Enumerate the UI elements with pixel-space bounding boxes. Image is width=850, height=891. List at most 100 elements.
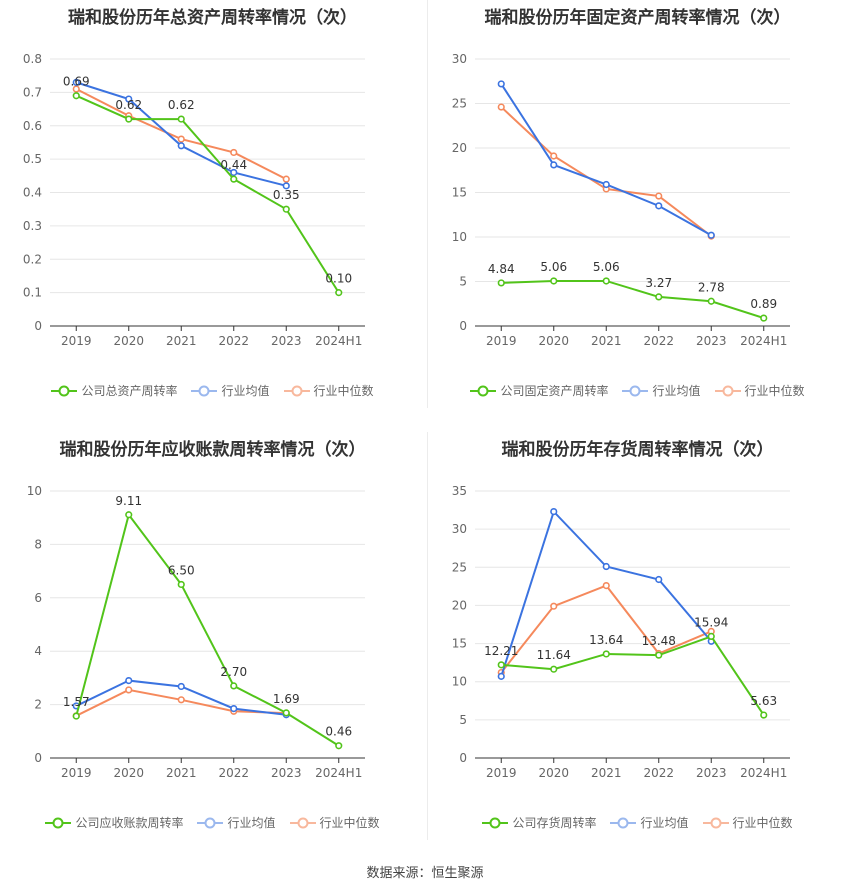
y-tick-label: 0: [34, 319, 42, 333]
legend-label: 行业均值: [652, 384, 701, 398]
data-point-company: [230, 682, 238, 690]
data-point-company: [760, 314, 768, 322]
y-tick-label: 10: [452, 230, 467, 244]
data-point-company: [707, 632, 715, 641]
legend-label: 行业中位数: [744, 384, 805, 398]
chart-panel-inventory: 瑞和股份历年存货周转率情况（次） 0 5 10 15 20 25 30 35 2019 2020 2…: [425, 432, 850, 862]
data-label: 12.21: [484, 644, 518, 658]
data-point-mean: [282, 182, 290, 190]
x-tick-label: 2021: [591, 334, 622, 348]
data-label: 0.62: [168, 98, 195, 112]
data-point-company: [655, 293, 663, 301]
data-point-mean: [550, 507, 558, 516]
legend-item-mean[interactable]: 行业均值: [197, 814, 276, 831]
data-label: 2.78: [698, 280, 725, 294]
data-point-company: [335, 742, 343, 750]
data-label: 9.11: [115, 494, 142, 508]
legend-label: 行业中位数: [313, 384, 374, 398]
chart-svg-total-assets: 0 0.1 0.2 0.3 0.4 0.5 0.6 0.7 0.8 2019 2020 2021 202…: [23, 52, 365, 348]
legend-item-median[interactable]: 行业中位数: [283, 382, 374, 399]
y-tick-label: 0.2: [23, 252, 42, 266]
y-tick-label: 0.3: [23, 219, 42, 233]
data-point-median: [125, 686, 133, 694]
x-tick-label: 2020: [538, 766, 569, 780]
data-point-mean: [655, 575, 663, 584]
data-label: 1.69: [273, 692, 300, 706]
data-label: 0.44: [220, 158, 247, 172]
x-tick-label: 2020: [538, 334, 569, 348]
y-tick-label: 0: [459, 751, 467, 765]
x-tick-label: 2023: [271, 766, 302, 780]
data-point-company: [282, 709, 290, 717]
legend-label: 公司存货周转率: [512, 816, 597, 830]
data-point-company: [707, 297, 715, 305]
data-point-mean: [602, 562, 610, 571]
data-point-mean: [230, 168, 238, 177]
x-tick-label: 2022: [218, 334, 249, 348]
y-tick-label: 0: [459, 319, 467, 333]
legend: 公司固定资产周转率 行业均值 行业中位数: [425, 382, 850, 399]
legend-item-mean[interactable]: 行业均值: [622, 382, 701, 399]
data-point-mean: [602, 180, 610, 189]
legend-item-median[interactable]: 行业中位数: [289, 814, 380, 831]
x-tick-label: 2024H1: [740, 334, 787, 348]
data-point-median: [602, 581, 610, 590]
legend-item-company[interactable]: 公司总资产周转率: [51, 382, 177, 399]
data-point-mean: [550, 161, 558, 169]
legend-item-company[interactable]: 公司固定资产周转率: [470, 382, 608, 399]
y-tick-label: 4: [34, 644, 42, 658]
y-tick-label: 0.4: [23, 186, 42, 200]
data-label: 4.84: [488, 262, 515, 276]
chart-title: 瑞和股份历年总资产周转率情况（次）: [68, 8, 357, 28]
data-point-median: [282, 175, 290, 183]
chart-svg-fixed-assets: 0 5 10 15 20 25 30 2019 2020 2021 2022 2023 2024H1 4.…: [452, 52, 790, 348]
legend-item-mean[interactable]: 行业均值: [191, 382, 270, 399]
y-tick-label: 15: [452, 637, 467, 651]
legend-item-mean[interactable]: 行业均值: [610, 814, 689, 831]
y-tick-label: 0.6: [23, 119, 42, 133]
panel-divider: [427, 432, 428, 840]
data-label: 0.69: [63, 75, 90, 89]
data-label: 3.27: [645, 276, 672, 290]
data-label: 6.50: [168, 563, 195, 577]
legend-item-company[interactable]: 公司应收账款周转率: [45, 814, 183, 831]
legend-label: 公司固定资产周转率: [500, 384, 609, 398]
data-point-company: [602, 650, 610, 658]
data-label: 0.89: [750, 297, 777, 311]
x-tick-label: 2021: [591, 766, 622, 780]
data-point-mean: [497, 672, 505, 680]
y-tick-label: 10: [452, 675, 467, 689]
data-label: 11.64: [537, 648, 571, 662]
data-label: 5.06: [593, 260, 620, 274]
x-tick-label: 2022: [218, 766, 249, 780]
data-point-company: [125, 511, 133, 519]
data-label: 13.48: [642, 634, 676, 648]
data-point-median: [177, 135, 185, 143]
y-tick-label: 6: [34, 591, 42, 605]
legend-label: 行业均值: [227, 816, 276, 830]
data-label: 15.94: [694, 615, 728, 629]
data-point-company: [125, 115, 133, 123]
series-line-company: [501, 279, 765, 320]
data-point-company: [655, 651, 663, 659]
data-point-company: [497, 661, 505, 669]
legend: 公司总资产周转率 行业均值 行业中位数: [0, 382, 425, 399]
legend-item-median[interactable]: 行业中位数: [714, 382, 805, 399]
data-point-median: [550, 152, 558, 160]
data-point-company: [230, 175, 238, 183]
data-source-note: 数据来源：恒生聚源: [366, 866, 484, 881]
data-point-mean: [72, 78, 80, 86]
data-point-company: [602, 277, 610, 285]
data-point-company: [282, 205, 290, 213]
data-point-company: [550, 277, 558, 285]
y-tick-label: 0.5: [23, 152, 42, 166]
legend-item-company[interactable]: 公司存货周转率: [482, 814, 596, 831]
data-point-company: [550, 665, 558, 673]
data-label: 0.10: [325, 272, 352, 286]
y-tick-label: 20: [452, 141, 467, 155]
y-tick-label: 0.7: [23, 85, 42, 99]
x-tick-label: 2022: [643, 766, 674, 780]
legend-item-median[interactable]: 行业中位数: [702, 814, 793, 831]
x-tick-label: 2022: [643, 334, 674, 348]
y-tick-label: 35: [452, 484, 467, 498]
